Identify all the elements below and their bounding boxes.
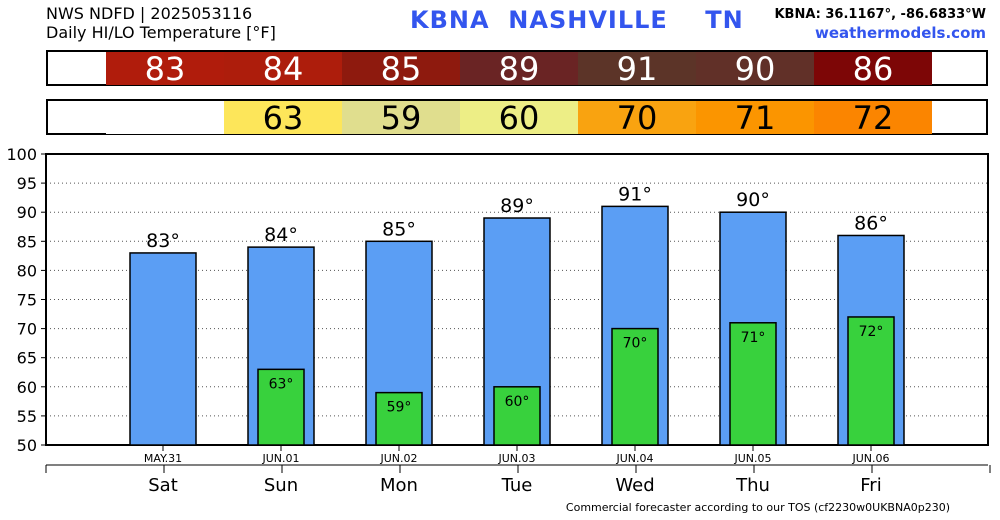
lo-bar [611, 327, 659, 446]
hi-strip-cell: 85 [342, 52, 460, 85]
lo-strip-cell: 59 [342, 101, 460, 134]
city-name: NASHVILLE [508, 6, 668, 34]
y-tick-label: 100 [6, 145, 37, 164]
lo-strip-cell: 70 [578, 101, 696, 134]
hi-strip-cell: 84 [224, 52, 342, 85]
y-tick-label: 75 [17, 291, 37, 310]
date-label: JUN.02 [379, 452, 417, 465]
y-tick-label: 95 [17, 174, 37, 193]
lo-strip-cell: 71 [696, 101, 814, 134]
date-label: JUN.01 [261, 452, 299, 465]
lo-bar-label: 72° [859, 324, 884, 340]
hi-bar-label: 91° [618, 183, 652, 205]
y-tick-label: 90 [17, 203, 37, 222]
lo-strip-cell: 63 [224, 101, 342, 134]
hi-bar [129, 252, 197, 446]
day-label: Sun [264, 475, 298, 496]
date-label: JUN.04 [615, 452, 653, 465]
lo-bar-label: 59° [387, 400, 412, 416]
chart-title: Daily HI/LO Temperature [°F] [46, 23, 276, 42]
day-label: Mon [380, 475, 418, 496]
state-code: TN [705, 6, 744, 34]
hi-bar-label: 86° [854, 212, 888, 234]
y-tick-label: 80 [17, 261, 37, 280]
day-label: Sat [148, 475, 178, 496]
location-title: KBNA NASHVILLE TN [410, 6, 744, 34]
day-label: Thu [735, 475, 770, 496]
lo-temp-strip: 63 59 60 70 71 72 [46, 99, 988, 135]
lo-bar-label: 71° [741, 330, 766, 346]
y-tick-label: 55 [17, 407, 37, 426]
hi-bar-label: 85° [382, 218, 416, 240]
footer-note: Commercial forecaster according to our T… [565, 501, 950, 514]
hi-strip-cell: 89 [460, 52, 578, 85]
y-tick-label: 70 [17, 320, 37, 339]
lo-strip-cell [106, 101, 224, 134]
day-label: Tue [501, 475, 533, 496]
hi-bar-label: 83° [146, 230, 180, 252]
header-left: NWS NDFD | 2025053116 Daily HI/LO Temper… [46, 4, 276, 42]
hi-strip-cell: 90 [696, 52, 814, 85]
station-id: KBNA [410, 6, 490, 34]
hi-strip-cell: 83 [106, 52, 224, 85]
y-tick-label: 65 [17, 349, 37, 368]
lo-bar [375, 391, 423, 446]
lo-bar-label: 60° [505, 394, 530, 410]
day-label: Wed [615, 475, 654, 496]
y-tick-label: 60 [17, 378, 37, 397]
date-label: JUN.03 [497, 452, 535, 465]
lo-bar [257, 368, 305, 446]
hi-bar-label: 90° [736, 189, 770, 211]
hi-strip-cell: 91 [578, 52, 696, 85]
hi-temp-strip: 83 84 85 89 91 90 86 [46, 50, 988, 86]
y-tick-label: 50 [17, 436, 37, 455]
lo-bar [847, 316, 895, 446]
day-label: Fri [860, 475, 881, 496]
lo-bar-label: 70° [623, 336, 648, 352]
product-line: NWS NDFD | 2025053116 [46, 4, 253, 23]
date-label: JUN.05 [733, 452, 771, 465]
lo-strip-cell: 60 [460, 101, 578, 134]
lo-strip-cell: 72 [814, 101, 932, 134]
hi-bar-label: 89° [500, 195, 534, 217]
y-tick-label: 85 [17, 232, 37, 251]
date-label: MAY.31 [144, 452, 182, 465]
date-label: JUN.06 [851, 452, 889, 465]
site-link[interactable]: weathermodels.com [814, 24, 986, 42]
header-right: KBNA: 36.1167°, -86.6833°W weathermodels… [774, 6, 986, 42]
hi-strip-cell: 86 [814, 52, 932, 85]
lo-bar-label: 63° [269, 376, 294, 392]
hi-bar-label: 84° [264, 224, 298, 246]
coords-label: KBNA: 36.1167°, -86.6833°W [774, 7, 986, 22]
lo-bar [729, 322, 777, 446]
